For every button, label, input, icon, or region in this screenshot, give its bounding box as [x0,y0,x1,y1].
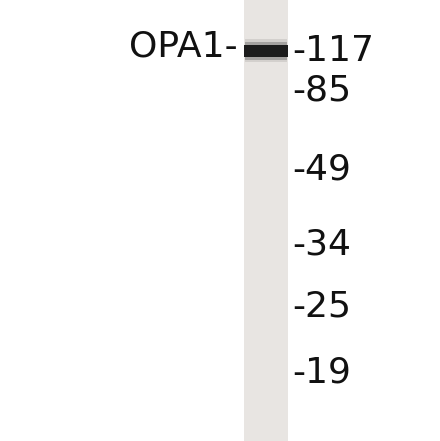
Bar [245,42,287,60]
Text: -25: -25 [293,289,352,324]
Bar [245,39,287,62]
Text: -34: -34 [293,228,352,262]
Text: -19: -19 [293,355,352,390]
Text: -49: -49 [293,153,352,187]
Bar [244,45,288,57]
Text: -117: -117 [293,34,374,68]
Text: OPA1-: OPA1- [129,29,238,64]
Bar [244,0,288,441]
Text: -85: -85 [293,73,352,108]
